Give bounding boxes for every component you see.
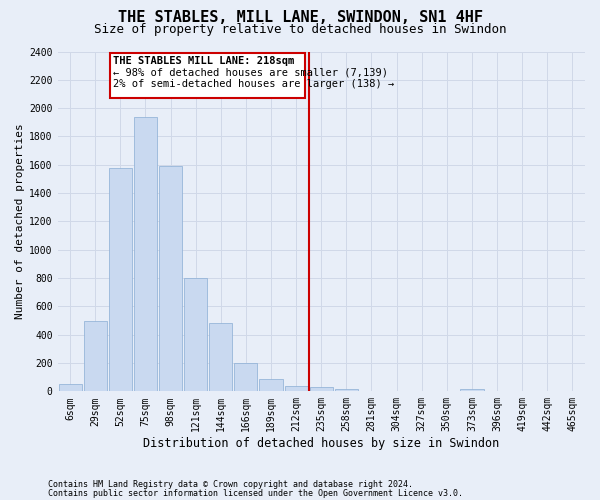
Text: Size of property relative to detached houses in Swindon: Size of property relative to detached ho… xyxy=(94,23,506,36)
Text: Contains public sector information licensed under the Open Government Licence v3: Contains public sector information licen… xyxy=(48,490,463,498)
Y-axis label: Number of detached properties: Number of detached properties xyxy=(15,124,25,320)
Bar xyxy=(235,363,257,392)
Bar xyxy=(284,386,308,392)
Bar xyxy=(184,278,207,392)
Bar xyxy=(134,116,157,392)
Bar xyxy=(109,168,132,392)
Text: ← 98% of detached houses are smaller (7,139): ← 98% of detached houses are smaller (7,… xyxy=(113,68,388,78)
Text: THE STABLES MILL LANE: 218sqm: THE STABLES MILL LANE: 218sqm xyxy=(113,56,295,66)
Text: 2% of semi-detached houses are larger (138) →: 2% of semi-detached houses are larger (1… xyxy=(113,79,395,89)
FancyBboxPatch shape xyxy=(110,53,305,98)
Bar xyxy=(83,320,107,392)
Bar xyxy=(59,384,82,392)
Bar xyxy=(209,324,232,392)
Bar xyxy=(335,388,358,392)
Text: THE STABLES, MILL LANE, SWINDON, SN1 4HF: THE STABLES, MILL LANE, SWINDON, SN1 4HF xyxy=(118,10,482,25)
Bar xyxy=(460,388,484,392)
Text: Contains HM Land Registry data © Crown copyright and database right 2024.: Contains HM Land Registry data © Crown c… xyxy=(48,480,413,489)
X-axis label: Distribution of detached houses by size in Swindon: Distribution of detached houses by size … xyxy=(143,437,499,450)
Bar xyxy=(159,166,182,392)
Bar xyxy=(310,387,333,392)
Bar xyxy=(259,378,283,392)
